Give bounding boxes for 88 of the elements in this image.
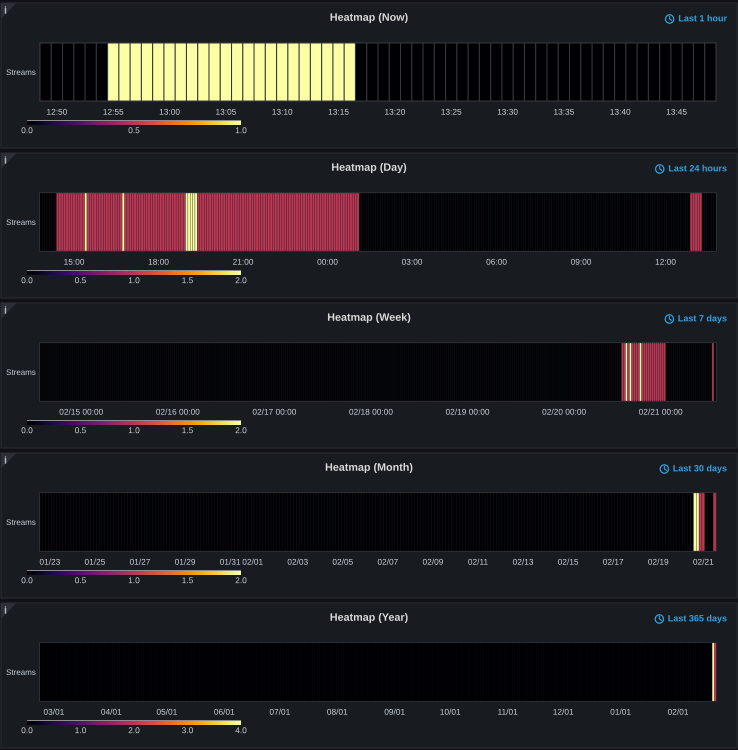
color-bar-label: 1.0 xyxy=(128,277,140,284)
x-tick-label: 01/29 xyxy=(174,558,196,565)
x-tick-label: 13:10 xyxy=(272,108,292,115)
x-tick-label: 02/20 00:00 xyxy=(542,408,586,415)
x-tick-label: 02/01 xyxy=(242,558,263,565)
color-bar-label: 0.5 xyxy=(75,427,86,434)
x-tick-label: 11/01 xyxy=(498,708,518,715)
x-tick-label: 15:00 xyxy=(64,258,84,265)
x-tick-label: 02/11 xyxy=(468,558,488,565)
color-bar-label: 2.0 xyxy=(236,577,246,584)
chart-title: Heatmap (Now) xyxy=(330,12,408,24)
x-tick-label: 13:25 xyxy=(441,108,462,115)
x-tick-label: 21:00 xyxy=(233,258,254,265)
x-tick-label: 18:00 xyxy=(148,258,169,265)
x-tick-label: 01/01 xyxy=(610,708,631,715)
chart-title: Heatmap (Month) xyxy=(326,462,412,474)
chart-title: Heatmap (Week) xyxy=(328,312,410,324)
color-bar-label: 1.5 xyxy=(182,427,193,434)
x-tick-label: 01/23 xyxy=(40,558,60,565)
x-tick-label: 02/18 00:00 xyxy=(349,408,393,415)
color-bar-label: 1.5 xyxy=(182,577,193,584)
color-bar-label: 0.0 xyxy=(22,577,32,584)
chart-title: Heatmap (Day) xyxy=(332,162,406,174)
color-bar-label: 0.5 xyxy=(75,277,86,284)
x-tick-label: 03:00 xyxy=(402,258,422,265)
color-bar-label: 0.0 xyxy=(22,127,32,134)
x-tick-label: 00:00 xyxy=(317,258,338,265)
x-tick-label: 02/17 xyxy=(603,558,624,565)
x-tick-label: 02/03 xyxy=(288,558,308,565)
x-tick-label: 10/01 xyxy=(440,708,460,715)
x-tick-label: 01/27 xyxy=(130,558,150,565)
x-tick-label: 13:00 xyxy=(160,108,180,115)
x-tick-label: 13:20 xyxy=(385,108,405,115)
x-tick-label: 12:50 xyxy=(47,108,67,115)
x-tick-label: 02/19 00:00 xyxy=(446,408,490,415)
color-bar-label: 1.0 xyxy=(128,577,140,584)
x-tick-label: 13:05 xyxy=(216,108,236,115)
color-bar-label: 0.5 xyxy=(75,577,86,584)
x-tick-label: 13:30 xyxy=(498,108,518,115)
chart-subtitle: Last 1 hour xyxy=(678,14,727,22)
x-tick-label: 06/01 xyxy=(214,708,234,715)
chart-title: Heatmap (Year) xyxy=(330,612,408,624)
x-tick-label: 12:55 xyxy=(103,108,124,115)
x-tick-label: 09/01 xyxy=(384,708,405,715)
x-tick-label: 01/31 xyxy=(220,558,240,565)
color-bar-label: 3.0 xyxy=(182,727,193,734)
color-bar-label: 0.0 xyxy=(22,427,32,434)
color-bar-label: 1.0 xyxy=(128,427,140,434)
x-tick-label: 09:00 xyxy=(570,258,592,265)
x-tick-label: 02/21 xyxy=(693,558,714,565)
color-bar-label: 0.5 xyxy=(128,127,140,134)
x-tick-label: 05/01 xyxy=(156,708,177,715)
x-tick-label: 13:40 xyxy=(610,108,630,115)
chart-subtitle: Last 30 days xyxy=(673,464,727,474)
x-tick-label: 03/01 xyxy=(44,708,64,715)
color-bar-label: 2.0 xyxy=(236,427,246,434)
color-bar-label: 2.0 xyxy=(128,727,140,734)
x-tick-label: 02/05 xyxy=(332,558,353,565)
x-tick-label: 02/09 xyxy=(422,558,443,565)
chart-subtitle: Last 365 days xyxy=(668,614,727,624)
x-tick-label: 13:15 xyxy=(328,108,349,115)
x-tick-label: 06:00 xyxy=(486,258,507,265)
color-bar-label: 0.0 xyxy=(22,727,32,734)
chart-subtitle: Last 7 days xyxy=(678,314,727,324)
x-tick-label: 13:45 xyxy=(666,108,687,115)
color-bar-label: 1.0 xyxy=(75,727,86,734)
x-tick-label: 02/07 xyxy=(378,558,398,565)
x-tick-label: 12:00 xyxy=(656,258,676,265)
x-tick-label: 04/01 xyxy=(101,708,122,715)
x-tick-label: 01/25 xyxy=(84,558,106,565)
x-tick-label: 02/13 xyxy=(512,558,534,565)
color-bar-label: 1.5 xyxy=(182,277,193,284)
x-tick-label: 08/01 xyxy=(327,708,348,715)
x-tick-label: 02/17 00:00 xyxy=(252,408,296,415)
x-tick-label: 02/15 xyxy=(558,558,578,565)
color-bar-label: 4.0 xyxy=(235,727,246,734)
x-tick-label: 07/01 xyxy=(270,708,290,715)
color-bar-label: 0.0 xyxy=(22,277,32,284)
chart-subtitle: Last 24 hours xyxy=(668,164,727,172)
x-tick-label: 12/01 xyxy=(553,708,574,715)
color-bar-label: 2.0 xyxy=(236,277,246,284)
x-tick-label: 02/01 xyxy=(668,708,688,715)
x-tick-label: 02/16 00:00 xyxy=(156,408,200,415)
x-tick-label: 02/19 xyxy=(648,558,668,565)
x-tick-label: 13:35 xyxy=(554,108,574,115)
x-tick-label: 02/15 00:00 xyxy=(60,408,103,415)
color-bar-label: 1.0 xyxy=(236,127,246,134)
x-tick-label: 02/21 00:00 xyxy=(638,408,682,415)
